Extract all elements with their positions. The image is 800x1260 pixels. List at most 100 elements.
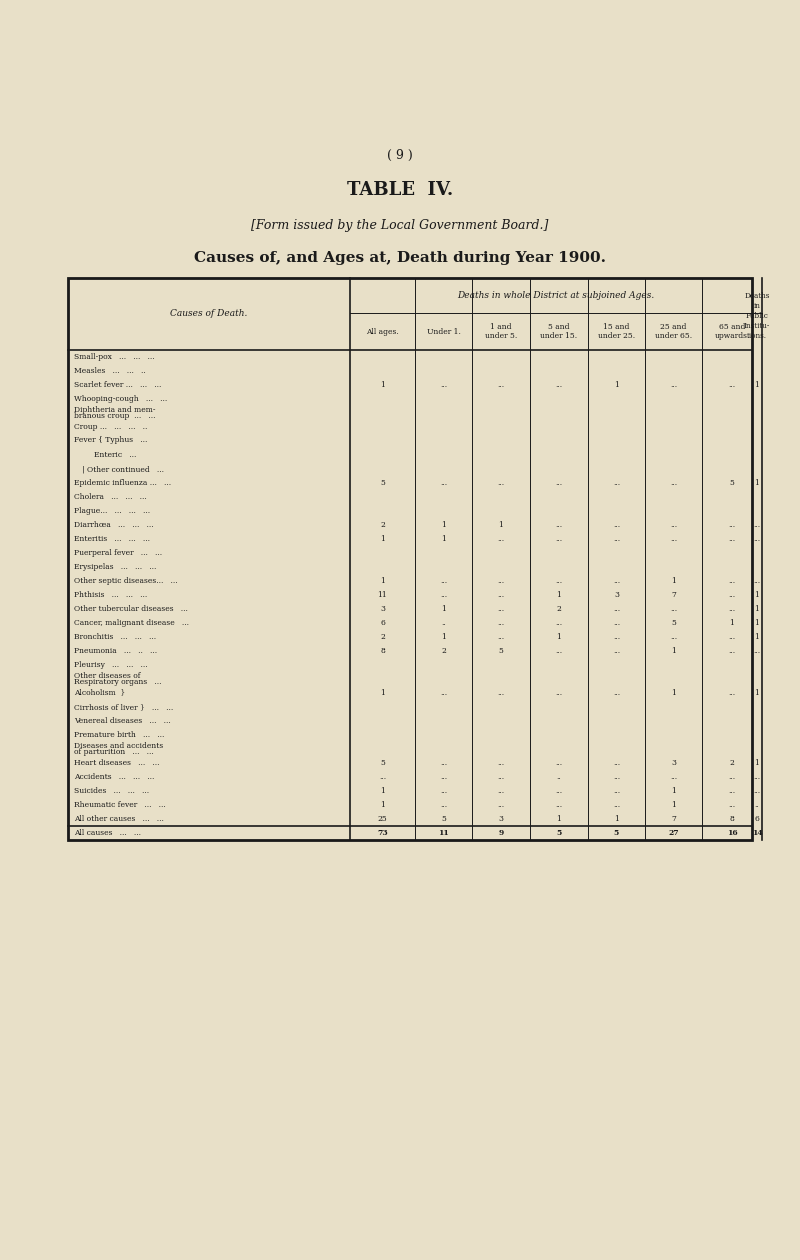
Text: Small-pox   ...   ...   ...: Small-pox ... ... ... bbox=[74, 353, 154, 362]
Text: ...: ... bbox=[613, 646, 620, 655]
Text: 2: 2 bbox=[380, 633, 385, 641]
Text: ...: ... bbox=[498, 801, 505, 809]
Text: 1: 1 bbox=[671, 646, 676, 655]
Text: 9: 9 bbox=[498, 829, 504, 837]
Text: ...: ... bbox=[440, 381, 447, 389]
Text: 1: 1 bbox=[754, 591, 759, 598]
Text: 2: 2 bbox=[380, 520, 385, 529]
Text: Pneumonia   ...   ..   ...: Pneumonia ... .. ... bbox=[74, 646, 157, 655]
Text: ..: .. bbox=[557, 772, 562, 781]
Text: 11: 11 bbox=[438, 829, 449, 837]
Text: ...: ... bbox=[555, 788, 562, 795]
Text: 1: 1 bbox=[380, 689, 385, 697]
Text: 1: 1 bbox=[671, 689, 676, 697]
Text: Phthisis   ...   ...   ...: Phthisis ... ... ... bbox=[74, 591, 147, 598]
Text: Erysipelas   ...   ...   ...: Erysipelas ... ... ... bbox=[74, 563, 156, 571]
Text: ...: ... bbox=[555, 536, 562, 543]
Text: Cholera   ...   ...   ...: Cholera ... ... ... bbox=[74, 493, 146, 501]
Text: 1: 1 bbox=[754, 633, 759, 641]
Text: 25 and
under 65.: 25 and under 65. bbox=[655, 323, 692, 340]
Text: ...: ... bbox=[613, 536, 620, 543]
Text: 1: 1 bbox=[730, 619, 734, 627]
Text: 1: 1 bbox=[671, 577, 676, 585]
Text: Other septic diseases...   ...: Other septic diseases... ... bbox=[74, 577, 178, 585]
Text: 1: 1 bbox=[754, 479, 759, 488]
Text: ...: ... bbox=[670, 605, 677, 614]
Text: ...: ... bbox=[670, 633, 677, 641]
Text: ...: ... bbox=[613, 633, 620, 641]
Text: ...: ... bbox=[555, 381, 562, 389]
Text: 73: 73 bbox=[377, 829, 388, 837]
Text: 1 and
under 5.: 1 and under 5. bbox=[485, 323, 517, 340]
Text: 1: 1 bbox=[754, 759, 759, 767]
Text: ...: ... bbox=[754, 646, 761, 655]
Text: Pleurisy   ...   ...   ...: Pleurisy ... ... ... bbox=[74, 662, 148, 669]
Text: 7: 7 bbox=[671, 591, 676, 598]
Text: 5: 5 bbox=[498, 646, 503, 655]
Text: ...: ... bbox=[613, 788, 620, 795]
Text: 15 and
under 25.: 15 and under 25. bbox=[598, 323, 635, 340]
Text: branous croup  ...   ...: branous croup ... ... bbox=[74, 412, 155, 420]
Text: ...: ... bbox=[440, 479, 447, 488]
Text: 1: 1 bbox=[557, 591, 562, 598]
Text: ...: ... bbox=[670, 772, 677, 781]
Text: Venereal diseases   ...   ...: Venereal diseases ... ... bbox=[74, 717, 170, 724]
Text: ...: ... bbox=[754, 788, 761, 795]
Text: 5: 5 bbox=[441, 815, 446, 823]
Text: Deaths
in
Public
Institu-
tions.: Deaths in Public Institu- tions. bbox=[744, 292, 770, 340]
Text: ...: ... bbox=[670, 479, 677, 488]
Text: Deaths in whole District at subjoined Ages.: Deaths in whole District at subjoined Ag… bbox=[458, 291, 654, 300]
Text: ...: ... bbox=[498, 479, 505, 488]
Text: 1: 1 bbox=[754, 689, 759, 697]
Text: ...: ... bbox=[754, 520, 761, 529]
Text: ...: ... bbox=[555, 801, 562, 809]
Text: 1: 1 bbox=[614, 381, 619, 389]
Text: ...: ... bbox=[613, 520, 620, 529]
Text: 27: 27 bbox=[668, 829, 679, 837]
Text: ...: ... bbox=[754, 772, 761, 781]
Text: Plague...   ...   ...   ...: Plague... ... ... ... bbox=[74, 507, 150, 515]
Text: Cancer, malignant disease   ...: Cancer, malignant disease ... bbox=[74, 619, 189, 627]
Text: Other tubercular diseases   ...: Other tubercular diseases ... bbox=[74, 605, 188, 614]
Text: Measles   ...   ...   ..: Measles ... ... .. bbox=[74, 367, 146, 375]
Text: ...: ... bbox=[613, 759, 620, 767]
Text: ...: ... bbox=[440, 772, 447, 781]
Text: [Form issued by the Local Government Board.]: [Form issued by the Local Government Boa… bbox=[251, 218, 549, 232]
Text: 1: 1 bbox=[380, 536, 385, 543]
Text: ...: ... bbox=[670, 520, 677, 529]
Text: 1: 1 bbox=[441, 633, 446, 641]
Text: ...: ... bbox=[498, 536, 505, 543]
Text: 1: 1 bbox=[671, 801, 676, 809]
Text: ...: ... bbox=[555, 577, 562, 585]
Text: ...: ... bbox=[613, 479, 620, 488]
Text: ...: ... bbox=[729, 536, 735, 543]
Text: 65 and
upwards.: 65 and upwards. bbox=[714, 323, 750, 340]
Text: 1: 1 bbox=[380, 381, 385, 389]
Text: ...: ... bbox=[440, 759, 447, 767]
Text: 5 and
under 15.: 5 and under 15. bbox=[541, 323, 578, 340]
Text: 1: 1 bbox=[441, 536, 446, 543]
Text: 1: 1 bbox=[380, 788, 385, 795]
Text: 1: 1 bbox=[557, 633, 562, 641]
Text: 3: 3 bbox=[614, 591, 619, 598]
Text: Suicides   ...   ...   ...: Suicides ... ... ... bbox=[74, 788, 149, 795]
Bar bbox=[68, 278, 752, 840]
Text: Bronchitis   ...   ...   ...: Bronchitis ... ... ... bbox=[74, 633, 156, 641]
Text: ...: ... bbox=[729, 591, 735, 598]
Text: 1: 1 bbox=[380, 577, 385, 585]
Text: 1: 1 bbox=[380, 801, 385, 809]
Text: ...: ... bbox=[555, 689, 562, 697]
Text: Under 1.: Under 1. bbox=[426, 328, 461, 335]
Text: 1: 1 bbox=[441, 520, 446, 529]
Text: 1: 1 bbox=[754, 381, 759, 389]
Text: 25: 25 bbox=[378, 815, 387, 823]
Text: ...: ... bbox=[613, 689, 620, 697]
Text: ...: ... bbox=[729, 788, 735, 795]
Text: Puerperal fever   ...   ...: Puerperal fever ... ... bbox=[74, 549, 162, 557]
Text: 5: 5 bbox=[380, 479, 385, 488]
Text: 5: 5 bbox=[380, 759, 385, 767]
Text: 2: 2 bbox=[557, 605, 562, 614]
Text: ...: ... bbox=[729, 801, 735, 809]
Text: ...: ... bbox=[440, 577, 447, 585]
Text: Enteritis   ...   ...   ...: Enteritis ... ... ... bbox=[74, 536, 150, 543]
